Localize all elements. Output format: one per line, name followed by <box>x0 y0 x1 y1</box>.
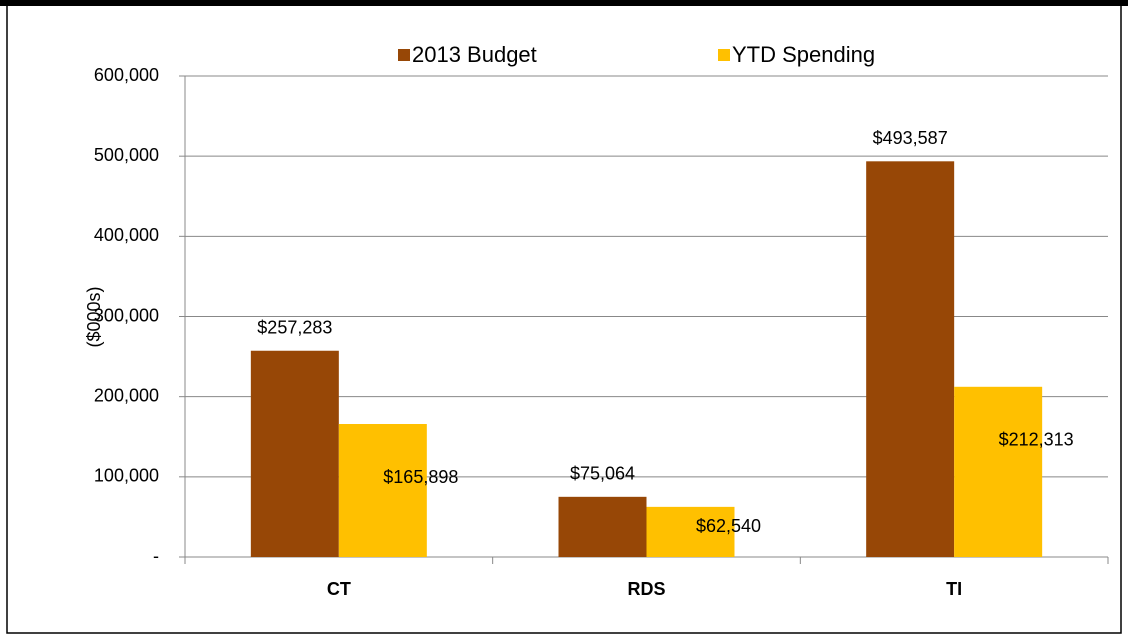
y-tick-label: - <box>153 546 159 566</box>
data-label: $257,283 <box>257 317 332 337</box>
data-label: $75,064 <box>570 464 635 484</box>
bar <box>954 386 1043 557</box>
y-tick-label: 300,000 <box>94 305 159 325</box>
y-tick-label: 200,000 <box>94 385 159 405</box>
legend-label: YTD Spending <box>732 42 875 67</box>
bar <box>646 506 735 557</box>
bar <box>558 496 647 557</box>
y-tick-label: 600,000 <box>94 65 159 85</box>
bar <box>250 350 339 557</box>
data-label: $212,313 <box>999 430 1074 450</box>
y-tick-label: 100,000 <box>94 466 159 486</box>
data-label: $493,587 <box>873 128 948 148</box>
top-border <box>0 0 1128 6</box>
legend-label: 2013 Budget <box>412 42 537 67</box>
legend-swatch <box>398 49 410 61</box>
bar <box>866 161 955 558</box>
bar <box>338 424 427 557</box>
x-tick-label: CT <box>327 579 351 599</box>
y-tick-label: 400,000 <box>94 225 159 245</box>
x-tick-label: RDS <box>627 579 665 599</box>
data-label: $165,898 <box>383 467 458 487</box>
data-label: $62,540 <box>696 516 761 536</box>
y-axis-title: ($000s) <box>84 286 104 347</box>
x-tick-label: TI <box>946 579 962 599</box>
legend-swatch <box>718 49 730 61</box>
y-tick-label: 500,000 <box>94 145 159 165</box>
